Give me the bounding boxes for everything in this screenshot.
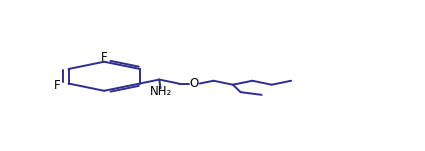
Text: NH₂: NH₂ [150, 85, 172, 98]
Text: F: F [101, 51, 108, 64]
Text: F: F [54, 79, 61, 92]
Text: O: O [190, 77, 199, 90]
